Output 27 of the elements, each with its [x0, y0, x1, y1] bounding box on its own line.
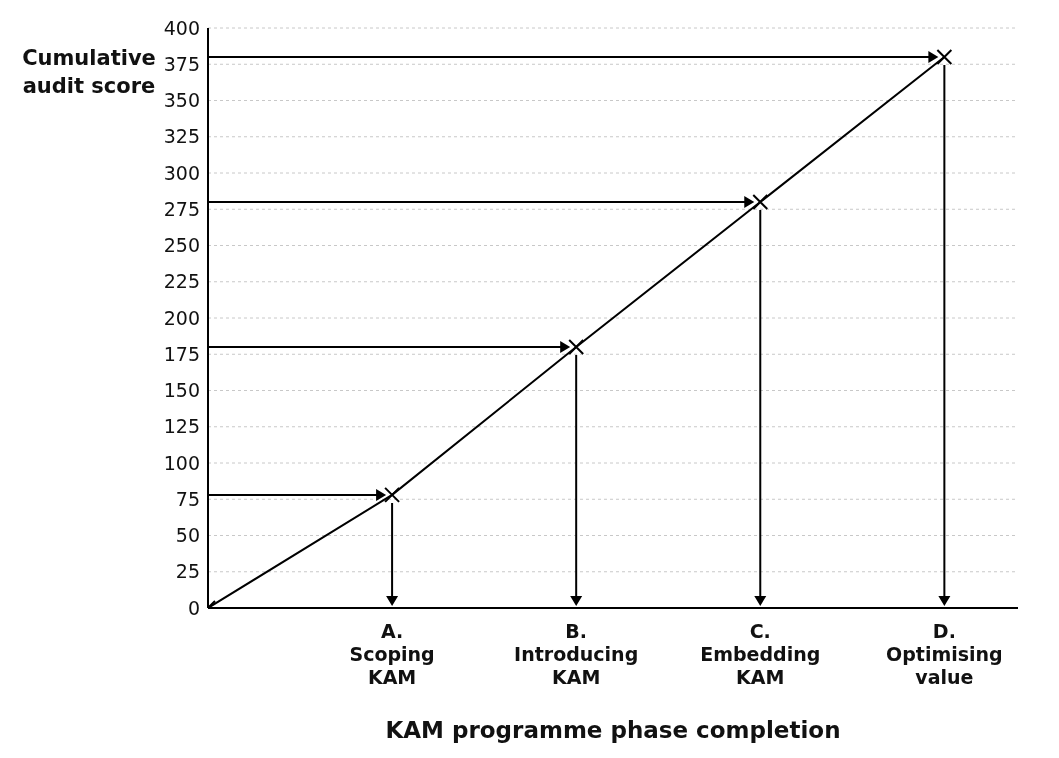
y-tick-label: 25	[175, 560, 200, 583]
x-tick-label: B. Introducing KAM	[514, 620, 639, 688]
y-tick-label: 375	[163, 52, 200, 75]
y-axis-title: Cumulative audit score	[21, 45, 157, 100]
point	[568, 339, 585, 355]
y-tick-label: 250	[163, 234, 200, 257]
x-axis-title: KAM programme phase completion	[385, 717, 841, 743]
y-tick-label: 325	[163, 125, 200, 148]
y-tick-label: 200	[163, 306, 200, 329]
y-tick-label: 125	[163, 415, 200, 438]
x-tick-label: C. Embedding KAM	[700, 620, 821, 688]
y-tick-label: 50	[175, 524, 200, 547]
point	[384, 486, 401, 503]
point	[936, 49, 953, 65]
y-tick-label: 300	[163, 161, 200, 184]
y-tick-label: 275	[163, 197, 200, 220]
point	[752, 194, 769, 210]
y-tick-label: 75	[175, 487, 200, 510]
x-tick-label: A. Scoping KAM	[349, 620, 435, 688]
x-tick-label: D. Optimising value	[886, 620, 1003, 688]
y-tick-label: 150	[163, 379, 200, 402]
y-tick-label: 350	[163, 89, 200, 112]
y-tick-label: 175	[163, 342, 200, 365]
y-tick-label: 225	[163, 270, 200, 293]
y-tick-label: 0	[187, 596, 200, 619]
y-tick-label: 400	[163, 16, 200, 39]
y-tick-label: 100	[163, 451, 200, 474]
